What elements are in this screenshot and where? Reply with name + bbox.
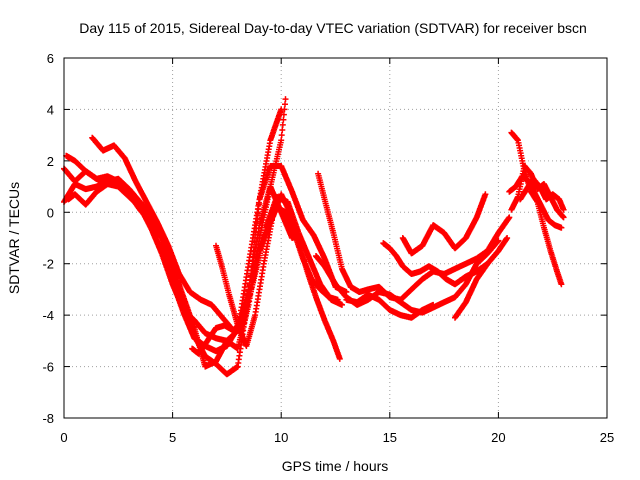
series-track-g — [213, 191, 343, 362]
data-marker-track — [343, 291, 437, 321]
data-marker-track — [89, 134, 345, 334]
data-marker-track — [517, 175, 567, 213]
x-tick-label: 5 — [169, 430, 176, 445]
chart-title: Day 115 of 2015, Sidereal Day-to-day VTE… — [79, 20, 587, 36]
series-track-l — [399, 191, 489, 257]
plot-frame — [63, 57, 608, 419]
series-track-k — [380, 240, 491, 288]
x-tick-label: 25 — [600, 430, 614, 445]
grid-lines — [64, 58, 607, 418]
data-marker-track — [315, 170, 513, 303]
y-tick-label: 6 — [47, 51, 54, 66]
x-tick-label: 10 — [274, 430, 288, 445]
series-track-q — [517, 175, 567, 213]
x-axis-label: GPS time / hours — [282, 458, 389, 474]
series-track-j — [343, 291, 437, 321]
x-tick-label: 0 — [60, 430, 67, 445]
y-axis-label: SDTVAR / TECUs — [6, 182, 22, 294]
x-tick-label: 20 — [491, 430, 505, 445]
y-tick-label: -8 — [42, 411, 54, 426]
y-tick-label: 4 — [47, 102, 54, 117]
y-tick-label: -4 — [42, 308, 54, 323]
y-tick-label: -6 — [42, 360, 54, 375]
series-track-p — [508, 163, 567, 221]
series-track-h — [315, 170, 513, 303]
data-marker-track — [452, 235, 511, 321]
series-track-e — [89, 134, 345, 334]
data-marker-track — [508, 163, 567, 221]
data-marker-track — [213, 191, 343, 362]
data-points — [61, 96, 567, 378]
y-axis-ticks: -8 -6 -4 -2 0 2 4 6 — [42, 51, 607, 426]
y-tick-label: 0 — [47, 205, 54, 220]
series-track-m — [452, 235, 511, 321]
x-tick-label: 15 — [383, 430, 397, 445]
data-marker-track — [399, 191, 489, 257]
y-tick-label: -2 — [42, 257, 54, 272]
y-tick-label: 2 — [47, 154, 54, 169]
data-marker-track — [380, 240, 491, 288]
